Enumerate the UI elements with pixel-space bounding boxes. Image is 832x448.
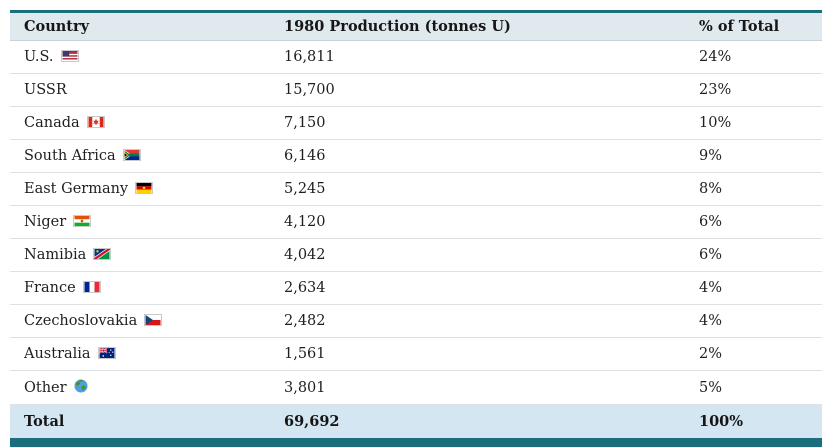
percent-cell: 9% <box>685 139 822 173</box>
table-row: Australia 1,561 2% <box>10 337 822 371</box>
production-cell: 1,561 <box>270 337 685 371</box>
table-row: U.S. 16,811 24% <box>10 40 822 74</box>
production-cell: 3,801 <box>270 370 685 405</box>
niger-flag-icon <box>73 215 92 227</box>
total-row: Total 69,692 100% <box>10 404 822 438</box>
country-label: Canada <box>24 115 80 131</box>
percent-cell: 4% <box>685 271 822 305</box>
us-flag-icon <box>60 50 79 62</box>
production-cell: 5,245 <box>270 172 685 206</box>
percent-cell: 8% <box>685 172 822 206</box>
country-label: South Africa <box>24 148 116 164</box>
table-row: Canada 7,150 10% <box>10 106 822 140</box>
column-header-country: Country <box>10 11 270 41</box>
table-row: South Africa 6,146 9% <box>10 139 822 173</box>
production-cell: 16,811 <box>270 40 685 74</box>
production-cell: 4,042 <box>270 238 685 272</box>
country-cell: Other <box>10 370 270 405</box>
country-cell: U.S. <box>10 40 270 74</box>
country-label: Niger <box>24 214 67 230</box>
table-row: East Germany 5,245 8% <box>10 172 822 206</box>
table-bottom-accent-bar <box>10 438 822 447</box>
production-cell: 2,482 <box>270 304 685 338</box>
percent-cell: 2% <box>685 337 822 371</box>
globe-icon <box>74 379 88 393</box>
table-row: France 2,634 4% <box>10 271 822 305</box>
country-label: Namibia <box>24 247 87 263</box>
country-label: Other <box>24 380 67 396</box>
production-cell: 7,150 <box>270 106 685 140</box>
percent-cell: 24% <box>685 40 822 74</box>
percent-cell: 6% <box>685 205 822 239</box>
country-label: Czechoslovakia <box>24 313 138 329</box>
percent-cell: 4% <box>685 304 822 338</box>
table-row: Niger 4,120 6% <box>10 205 822 239</box>
uranium-production-table-container: Country 1980 Production (tonnes U) % of … <box>10 10 822 438</box>
south-africa-flag-icon <box>122 149 141 161</box>
australia-flag-icon <box>97 347 116 359</box>
table-row: Czechoslovakia 2,482 4% <box>10 304 822 338</box>
table-row: Other 3,801 5% <box>10 370 822 405</box>
country-cell: Australia <box>10 337 270 371</box>
country-label: France <box>24 280 76 296</box>
total-production-cell: 69,692 <box>270 404 685 438</box>
country-label: Australia <box>24 346 91 362</box>
total-label-cell: Total <box>10 404 270 438</box>
country-label: USSR <box>24 82 67 98</box>
percent-cell: 23% <box>685 73 822 107</box>
country-cell: Czechoslovakia <box>10 304 270 338</box>
column-header-percent: % of Total <box>685 11 822 41</box>
production-cell: 2,634 <box>270 271 685 305</box>
country-cell: USSR <box>10 73 270 107</box>
percent-cell: 10% <box>685 106 822 140</box>
production-cell: 6,146 <box>270 139 685 173</box>
production-cell: 4,120 <box>270 205 685 239</box>
total-percent-cell: 100% <box>685 404 822 438</box>
czechoslovakia-flag-icon <box>144 314 163 326</box>
header-row: Country 1980 Production (tonnes U) % of … <box>10 11 822 41</box>
column-header-production: 1980 Production (tonnes U) <box>270 11 685 41</box>
table-row: Namibia 4,042 6% <box>10 238 822 272</box>
production-cell: 15,700 <box>270 73 685 107</box>
country-label: East Germany <box>24 181 129 197</box>
country-cell: East Germany <box>10 172 270 206</box>
country-cell: Niger <box>10 205 270 239</box>
east-germany-flag-icon <box>135 182 154 194</box>
country-cell: South Africa <box>10 139 270 173</box>
canada-flag-icon <box>86 116 105 128</box>
percent-cell: 5% <box>685 370 822 405</box>
table-row: USSR 15,700 23% <box>10 73 822 107</box>
country-label: U.S. <box>24 49 54 65</box>
country-cell: Canada <box>10 106 270 140</box>
namibia-flag-icon <box>92 246 112 262</box>
percent-cell: 6% <box>685 238 822 272</box>
france-flag-icon <box>82 281 101 293</box>
country-cell: France <box>10 271 270 305</box>
uranium-production-table: Country 1980 Production (tonnes U) % of … <box>10 10 822 438</box>
country-cell: Namibia <box>10 238 270 272</box>
